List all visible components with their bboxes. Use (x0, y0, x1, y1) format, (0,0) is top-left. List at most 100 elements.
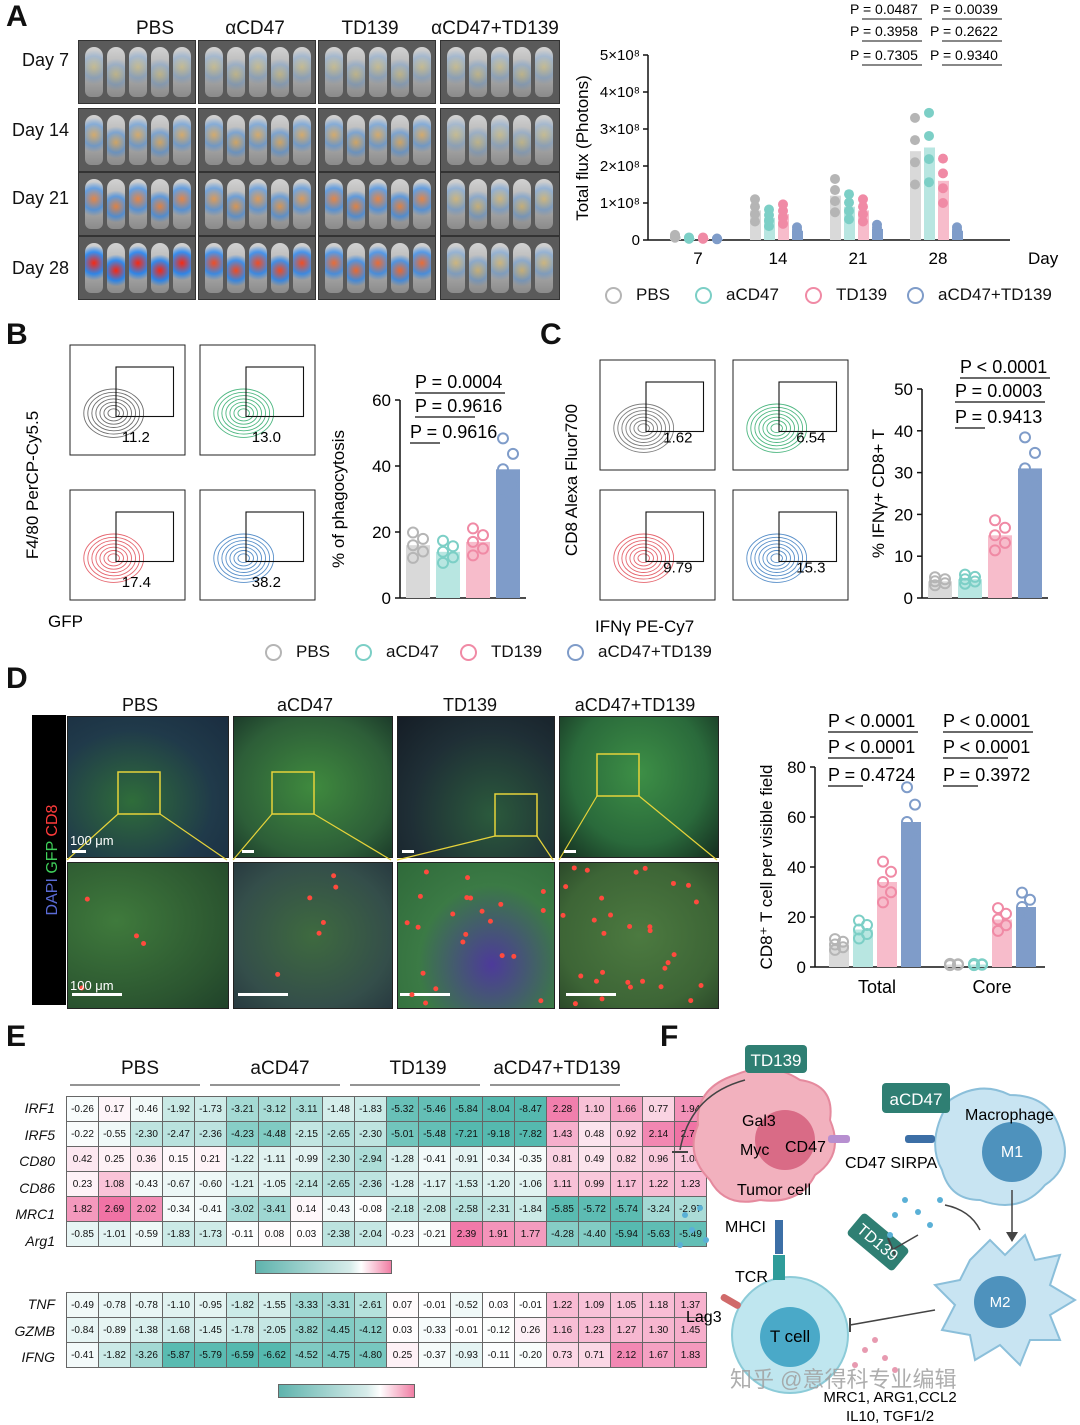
data-point (1019, 431, 1031, 444)
group-header-pbs: PBS (135, 18, 175, 39)
heatmap-cell: -0.34 (482, 1146, 515, 1172)
heatmap-cell: -4.80 (354, 1342, 387, 1368)
mouse-image (347, 47, 365, 97)
heatmap-cell: -4.75 (322, 1342, 355, 1368)
data-point (844, 205, 854, 216)
mouse-image (513, 243, 531, 293)
flow-contour (762, 546, 791, 570)
cd8-cell-dot (538, 998, 544, 1004)
mouse-image (491, 179, 509, 229)
cytokine-dot (902, 1197, 908, 1203)
mouse-image (513, 115, 531, 165)
flow-contour (613, 403, 675, 453)
cd47-sirpa-label: CD47 SIRPA (845, 1155, 938, 1172)
tcr-receptor-icon (773, 1255, 785, 1280)
y-tick-label: 3×10⁸ (600, 121, 640, 138)
td139-box-top (745, 1045, 807, 1073)
data-point (989, 514, 1001, 527)
heatmap-cell: 0.48 (578, 1121, 611, 1147)
heatmap-cell: -0.20 (514, 1342, 547, 1368)
heatmap-cell: -2.94 (354, 1146, 387, 1172)
mhci-label: MHCI (725, 1219, 766, 1236)
cd8-cell-dot (465, 875, 471, 881)
cd8-cell-dot (670, 880, 676, 886)
data-point (858, 194, 868, 205)
heatmap-cell: -0.01 (514, 1292, 547, 1318)
mouse-image (227, 47, 245, 97)
heatmap-cell: -1.82 (98, 1342, 131, 1368)
flow-contour (770, 423, 783, 434)
flow-contour (103, 405, 124, 422)
data-point (992, 913, 1004, 926)
bar (496, 469, 520, 598)
mouse-image (413, 47, 431, 97)
heatmap-cell: -0.89 (98, 1317, 131, 1343)
y-tick-label: 2×10⁸ (600, 158, 640, 175)
mouse-image (173, 179, 191, 229)
cytokine-dot (852, 1362, 858, 1368)
legend-marker-icon (265, 644, 282, 662)
heatmap-cell: 0.36 (130, 1146, 163, 1172)
heatmap-cell: 1.23 (578, 1317, 611, 1343)
mouse-image (271, 179, 289, 229)
ivis-panel (440, 108, 560, 172)
heatmap-cell: -0.37 (418, 1342, 451, 1368)
cd8-cell-dot (540, 907, 546, 913)
mouse-image (293, 47, 311, 97)
y-tick-label: 4×10⁸ (600, 84, 640, 101)
panel-label-d: D (6, 662, 28, 695)
flow-gate-value: 6.54 (796, 430, 825, 447)
flow-contour (617, 406, 671, 450)
cytokine-dot (677, 1242, 683, 1248)
e-header-pbs: PBS (120, 1058, 160, 1079)
heatmap-cell: 1.43 (546, 1121, 579, 1147)
flow-gate (245, 511, 305, 563)
flow-x-label: GFP (48, 612, 83, 631)
mouse-image (325, 243, 343, 293)
y-tick-label: 1×10⁸ (600, 195, 640, 212)
mouse-image (469, 47, 487, 97)
heatmap-cell: -0.55 (98, 1121, 131, 1147)
heatmap-cell: 1.17 (610, 1171, 643, 1197)
ivis-panel (198, 40, 316, 104)
heatmap-cell: 0.25 (98, 1146, 131, 1172)
mouse-image (447, 47, 465, 97)
data-point (938, 183, 948, 194)
heatmap-cell: -2.15 (290, 1121, 323, 1147)
y-tick-label: 20 (787, 908, 806, 927)
flow-contour (217, 536, 271, 580)
micrograph-acd47-overview (233, 716, 393, 858)
cd8-cell-dot (688, 998, 694, 1004)
heatmap-colorbar-1 (255, 1260, 392, 1274)
flow-gate-value: 13.0 (252, 429, 281, 446)
heatmap-cell: -6.59 (226, 1342, 259, 1368)
cd8-cell-dot (468, 895, 474, 901)
data-point (764, 204, 774, 215)
cytokine-dot (703, 1237, 709, 1243)
cd8-cell-dot (671, 952, 677, 958)
cd8-cell-dot (316, 930, 322, 936)
cytokine-dot (882, 1355, 888, 1361)
mouse-image (369, 179, 387, 229)
flow-contour (758, 543, 795, 573)
cd8-cell-dot (647, 924, 653, 930)
data-point (830, 173, 840, 184)
flow-contour (91, 395, 136, 432)
schematic-f: TD139 aCD47 TD139 Gal3 Myc CD47 Tumor ce… (672, 1045, 1077, 1425)
heatmap-cell: -1.10 (162, 1292, 195, 1318)
heatmap-table-2: -0.49 -0.78 -0.78 -1.10 -0.95 -1.82 -1.55 -3.33… (66, 1292, 707, 1368)
y-tick-label: 5×10⁸ (600, 47, 640, 64)
heatmap-cell: -1.20 (482, 1171, 515, 1197)
heatmap-cell: -2.31 (482, 1196, 515, 1222)
heatmap-cell: -0.85 (66, 1221, 99, 1247)
mouse-image (85, 243, 103, 293)
heatmap-cell: -0.59 (130, 1221, 163, 1247)
mouse-image (249, 179, 267, 229)
heatmap-cell: -8.47 (514, 1096, 547, 1122)
flow-contour (621, 540, 666, 577)
p-value-label: P < 0.0001 (943, 711, 1030, 731)
flow-contour (213, 388, 275, 438)
flow-contour (746, 533, 808, 583)
e-header-td139: TD139 (389, 1058, 447, 1079)
p-value-label: P < 0.0001 (828, 711, 915, 731)
